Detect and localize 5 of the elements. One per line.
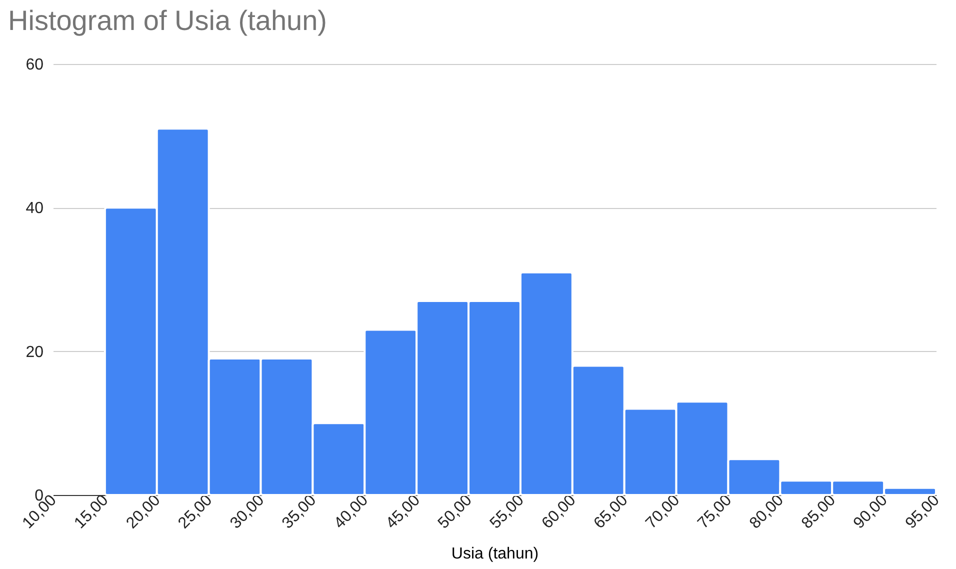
chart-title: Histogram of Usia (tahun): [8, 5, 328, 36]
y-tick-label: 20: [26, 344, 44, 361]
y-tick-label: 60: [26, 56, 44, 74]
x-axis-title: Usia (tahun): [451, 545, 539, 562]
y-tick-label: 40: [26, 200, 44, 218]
